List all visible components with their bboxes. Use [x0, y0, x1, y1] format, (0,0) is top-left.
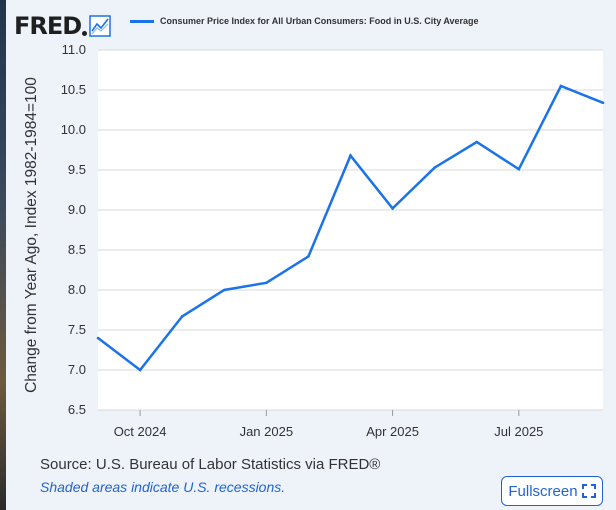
data-point — [138, 368, 142, 372]
x-tick-label: Jul 2025 — [494, 424, 543, 439]
y-tick-label: 9.5 — [68, 162, 86, 177]
fullscreen-button[interactable]: Fullscreen — [501, 476, 603, 506]
y-tick-label: 6.5 — [68, 402, 86, 417]
background-edge — [0, 0, 6, 510]
data-point — [265, 281, 268, 285]
data-point — [180, 315, 184, 318]
data-point — [222, 288, 226, 292]
source-text: Source: U.S. Bureau of Labor Statistics … — [40, 456, 381, 473]
data-point — [559, 84, 563, 88]
data-point — [349, 154, 352, 157]
y-axis-label: Change from Year Ago, Index 1982-1984=10… — [23, 77, 40, 393]
y-tick-label: 7.5 — [68, 322, 86, 337]
data-point — [307, 255, 310, 258]
y-tick-label: 8.0 — [68, 282, 86, 297]
y-tick-label: 10.0 — [61, 122, 86, 137]
y-tick-label: 8.5 — [68, 242, 86, 257]
y-tick-label: 9.0 — [68, 202, 86, 217]
x-tick-label: Apr 2025 — [366, 424, 419, 439]
recession-note: Shaded areas indicate U.S. recessions. — [40, 479, 286, 495]
data-point — [433, 166, 436, 169]
data-point — [391, 207, 394, 210]
data-point — [96, 336, 100, 340]
plot-area — [98, 50, 603, 410]
fullscreen-label: Fullscreen — [508, 482, 578, 500]
expand-icon — [581, 484, 596, 498]
chart-legend: Consumer Price Index for All Urban Consu… — [130, 16, 479, 26]
line-chart-icon — [89, 15, 111, 37]
legend-label: Consumer Price Index for All Urban Consu… — [160, 16, 479, 26]
y-tick-label: 10.5 — [61, 82, 86, 97]
data-point — [475, 140, 479, 144]
y-tick-label: 7.0 — [68, 362, 86, 377]
x-tick-label: Oct 2024 — [114, 424, 167, 439]
data-point — [517, 167, 521, 171]
data-point — [601, 101, 605, 105]
logo-text: FRED — [14, 12, 82, 40]
y-tick-label: 11.0 — [62, 42, 86, 57]
legend-swatch — [130, 19, 154, 23]
x-tick-label: Jan 2025 — [240, 424, 294, 439]
fred-logo[interactable]: FRED — [14, 12, 111, 40]
logo-dot — [82, 30, 88, 36]
